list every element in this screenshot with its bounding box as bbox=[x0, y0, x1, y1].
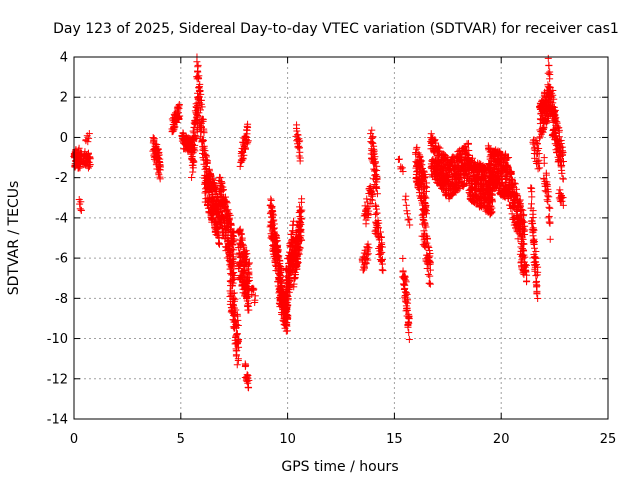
data-point bbox=[84, 149, 92, 157]
data-point bbox=[206, 167, 214, 175]
x-tick-label: 20 bbox=[493, 432, 510, 447]
x-axis-label: GPS time / hours bbox=[281, 459, 398, 475]
data-point bbox=[194, 61, 202, 69]
data-point bbox=[85, 130, 93, 138]
data-point bbox=[85, 134, 93, 142]
data-point bbox=[194, 68, 202, 76]
data-point bbox=[76, 158, 84, 166]
data-point bbox=[169, 127, 177, 135]
y-tick-label: 0 bbox=[60, 131, 68, 146]
data-point bbox=[196, 88, 204, 96]
data-point bbox=[197, 96, 205, 104]
data-point bbox=[193, 113, 201, 121]
data-point bbox=[189, 168, 197, 176]
data-point bbox=[155, 151, 163, 159]
y-tick-label: 2 bbox=[60, 91, 68, 106]
data-point bbox=[216, 174, 224, 182]
data-point bbox=[189, 164, 197, 172]
y-tick-label: -6 bbox=[55, 252, 68, 267]
x-tick-label: 25 bbox=[600, 432, 617, 447]
data-point bbox=[188, 173, 196, 181]
data-point bbox=[155, 158, 163, 166]
data-point bbox=[156, 173, 164, 181]
data-point bbox=[86, 155, 94, 163]
data-point bbox=[77, 198, 85, 206]
data-point bbox=[76, 164, 84, 172]
data-point bbox=[199, 136, 207, 144]
data-point bbox=[192, 118, 200, 126]
data-point bbox=[156, 162, 164, 170]
data-point bbox=[200, 129, 208, 137]
chart-title: Day 123 of 2025, Sidereal Day-to-day VTE… bbox=[53, 21, 619, 37]
x-tick-label: 15 bbox=[386, 432, 403, 447]
grid-layer bbox=[74, 57, 608, 419]
data-point bbox=[209, 215, 217, 223]
data-point bbox=[195, 109, 203, 117]
x-tick-label: 5 bbox=[177, 432, 185, 447]
data-point bbox=[84, 138, 92, 146]
data-point bbox=[196, 106, 204, 114]
data-point bbox=[76, 205, 84, 213]
data-point bbox=[176, 112, 184, 120]
data-point bbox=[77, 206, 85, 214]
data-point bbox=[203, 159, 211, 167]
data-point bbox=[197, 90, 205, 98]
data-point bbox=[198, 103, 206, 111]
data-point bbox=[153, 141, 161, 149]
data-point bbox=[75, 144, 83, 152]
y-tick-label: -8 bbox=[55, 292, 68, 307]
x-tick-label: 0 bbox=[70, 432, 78, 447]
y-tick-label: -14 bbox=[47, 413, 68, 428]
x-tick-label: 10 bbox=[279, 432, 296, 447]
y-tick-label: 4 bbox=[60, 51, 68, 66]
data-point bbox=[196, 80, 204, 88]
data-point bbox=[150, 137, 158, 145]
data-point bbox=[190, 158, 198, 166]
data-point bbox=[175, 100, 183, 108]
data-point bbox=[199, 137, 207, 145]
data-points bbox=[70, 53, 567, 392]
data-point bbox=[215, 240, 223, 248]
data-point bbox=[199, 117, 207, 125]
data-point bbox=[195, 72, 203, 80]
data-point bbox=[191, 147, 199, 155]
y-tick-label: -2 bbox=[55, 171, 68, 186]
y-tick-label: -4 bbox=[55, 211, 68, 226]
data-point bbox=[155, 169, 163, 177]
data-point bbox=[75, 162, 83, 170]
y-tick-label: -12 bbox=[47, 372, 68, 387]
data-point bbox=[191, 134, 199, 142]
data-point bbox=[86, 161, 94, 169]
data-point bbox=[215, 233, 223, 241]
y-axis-label: SDTVAR / TECUs bbox=[6, 181, 22, 296]
y-tick-label: -10 bbox=[47, 332, 68, 347]
data-point bbox=[170, 124, 178, 132]
data-point bbox=[193, 135, 201, 143]
